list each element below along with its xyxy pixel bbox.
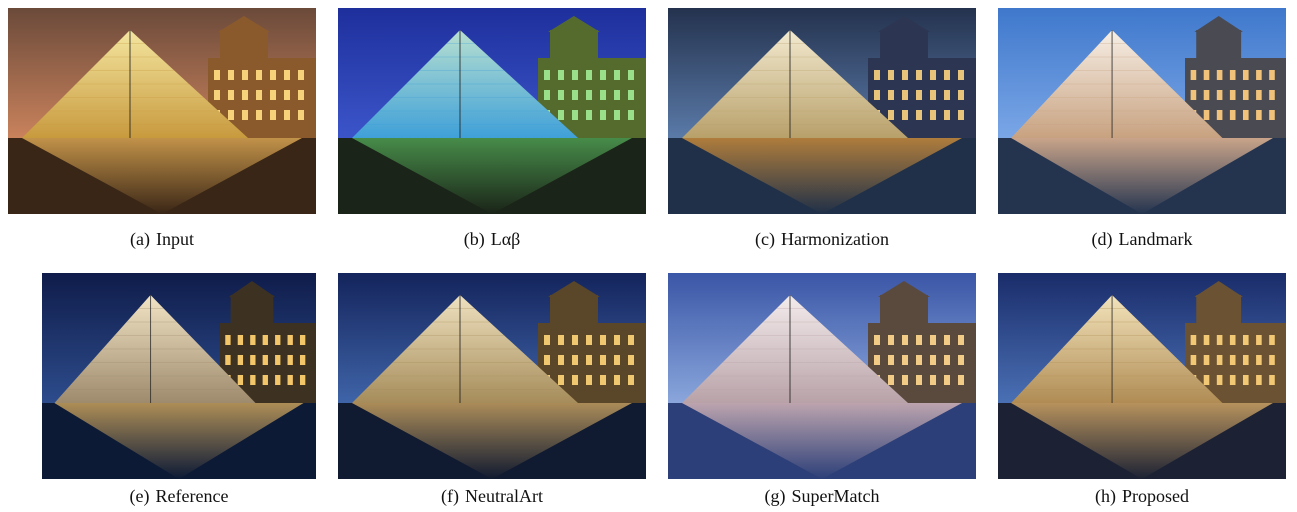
pyramid-grid	[66, 308, 243, 390]
caption-label: (d)	[1091, 229, 1113, 249]
caption-label: (a)	[130, 229, 150, 249]
caption-label: (f)	[441, 486, 459, 506]
caption-text: Harmonization	[781, 229, 889, 249]
caption-harmonization: (c) Harmonization	[668, 228, 976, 250]
caption-landmark: (d) Landmark	[998, 228, 1286, 250]
pyramid-grid	[1023, 43, 1209, 125]
panel-cell-f: (f) NeutralArt	[338, 273, 646, 509]
caption-text: Proposed	[1122, 486, 1189, 506]
caption-text: Reference	[155, 486, 229, 506]
pyramid-illustration	[338, 8, 646, 214]
reflection	[1011, 403, 1273, 479]
caption-input: (a) Input	[8, 228, 316, 250]
photo-proposed	[998, 273, 1286, 479]
pyramid-illustration	[8, 8, 316, 214]
panel-cell-e: (e) Reference	[42, 273, 316, 509]
panel-cell-c: (c) Harmonization	[668, 8, 976, 250]
pyramid-grid	[365, 43, 564, 125]
reflection	[22, 138, 302, 214]
panel-cell-b: (b) Lαβ	[338, 8, 646, 250]
pyramid-illustration	[338, 273, 646, 479]
pyramid-grid	[35, 43, 234, 125]
reflection	[1011, 138, 1273, 214]
pyramid-grid	[1023, 308, 1209, 390]
pyramid-illustration	[42, 273, 316, 479]
caption-supermatch: (g) SuperMatch	[668, 485, 976, 507]
photo-lab	[338, 8, 646, 214]
panel-cell-g: (g) SuperMatch	[668, 273, 976, 509]
caption-text: Lαβ	[490, 229, 521, 249]
photo-landmark	[998, 8, 1286, 214]
caption-text: Input	[155, 229, 194, 249]
reflection	[682, 403, 962, 479]
pyramid-illustration	[668, 273, 976, 479]
caption-neutralart: (f) NeutralArt	[338, 485, 646, 507]
caption-text: Landmark	[1118, 229, 1193, 249]
caption-label: (c)	[755, 229, 775, 249]
caption-text: NeutralArt	[465, 486, 543, 506]
photo-input	[8, 8, 316, 214]
pyramid-grid	[695, 308, 894, 390]
photo-neutralart	[338, 273, 646, 479]
caption-reference: (e) Reference	[42, 485, 316, 507]
panel-cell-d: (d) Landmark	[998, 8, 1286, 250]
palace	[1185, 16, 1286, 138]
caption-text: SuperMatch	[791, 486, 880, 506]
palace	[208, 16, 316, 138]
caption-label: (h)	[1095, 486, 1116, 506]
caption-label: (e)	[129, 486, 150, 506]
caption-lab: (b) Lαβ	[338, 228, 646, 250]
reflection	[682, 138, 962, 214]
pyramid-illustration	[998, 8, 1286, 214]
reflection	[352, 403, 632, 479]
palace	[219, 281, 316, 403]
pyramid-illustration	[668, 8, 976, 214]
photo-supermatch	[668, 273, 976, 479]
pyramid-grid	[365, 308, 564, 390]
reflection	[54, 403, 304, 479]
caption-label: (b)	[463, 229, 485, 249]
panel-cell-a: (a) Input	[8, 8, 316, 250]
pyramid-illustration	[998, 273, 1286, 479]
photo-reference	[42, 273, 316, 479]
palace	[1185, 281, 1286, 403]
panel-cell-h: (h) Proposed	[998, 273, 1286, 509]
reflection	[352, 138, 632, 214]
caption-proposed: (h) Proposed	[998, 485, 1286, 507]
photo-harmonization	[668, 8, 976, 214]
caption-label: (g)	[764, 486, 786, 506]
pyramid-grid	[695, 43, 894, 125]
